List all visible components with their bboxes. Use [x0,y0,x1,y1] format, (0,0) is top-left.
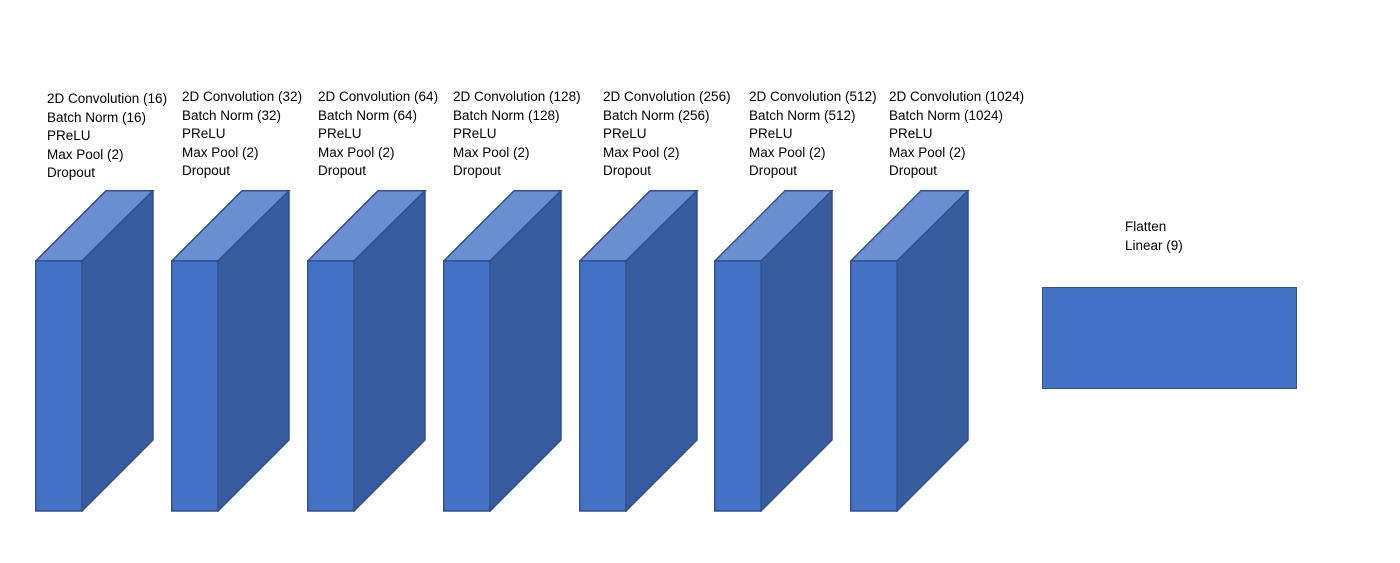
batchnorm-layer-text: Batch Norm (16) [47,109,147,125]
cuboid-shape [171,190,291,512]
conv-layer-text: 2D Convolution (128) [453,89,581,104]
conv-block-2-label: 2D Convolution (32) Batch Norm (32) PReL… [182,88,302,181]
batchnorm-layer-text: Batch Norm (32) [182,107,282,123]
conv-block-1-cuboid [35,190,155,512]
batchnorm-layer-text: Batch Norm (128) [453,107,560,123]
cuboid-shape [579,190,699,512]
cuboid-front-face [579,260,627,512]
batchnorm-layer-text: Batch Norm (512) [749,107,856,123]
batchnorm-layer-text: Batch Norm (256) [603,107,710,123]
conv-block-3-cuboid [307,190,427,512]
cuboid-shape [850,190,970,512]
conv-block-5-label: 2D Convolution (256) Batch Norm (256) PR… [603,88,731,181]
conv-block-4-label: 2D Convolution (128) Batch Norm (128) PR… [453,88,581,181]
conv-layer-text: 2D Convolution (16) [47,91,168,106]
cuboid-shape [443,190,563,512]
activation-layer-text: PReLU [182,126,226,141]
dropout-layer-text: Dropout [47,165,96,180]
dropout-layer-text: Dropout [889,163,938,178]
conv-block-6-cuboid [714,190,834,512]
activation-layer-text: PReLU [749,126,793,141]
activation-layer-text: PReLU [889,126,933,141]
dropout-layer-text: Dropout [603,163,652,178]
cuboid-front-face [443,260,491,512]
cuboid-front-face [171,260,219,512]
cuboid-front-face [307,260,355,512]
cuboid-shape [35,190,155,512]
conv-block-7-cuboid [850,190,970,512]
conv-layer-text: 2D Convolution (256) [603,89,731,104]
activation-layer-text: PReLU [453,126,497,141]
batchnorm-layer-text: Batch Norm (1024) [889,107,1004,123]
conv-block-7-label: 2D Convolution (1024) Batch Norm (1024) … [889,88,1024,181]
conv-block-4-cuboid [443,190,563,512]
linear-layer-text: Linear (9) [1125,237,1183,253]
pool-layer-text: Max Pool (2) [749,144,826,160]
conv-block-5-cuboid [579,190,699,512]
conv-layer-text: 2D Convolution (512) [749,89,877,104]
cuboid-front-face [714,260,762,512]
activation-layer-text: PReLU [47,128,91,143]
pool-layer-text: Max Pool (2) [182,144,259,160]
conv-block-3-label: 2D Convolution (64) Batch Norm (64) PReL… [318,88,438,181]
cuboid-front-face [35,260,83,512]
activation-layer-text: PReLU [318,126,362,141]
cuboid-shape [307,190,427,512]
cuboid-shape [714,190,834,512]
pool-layer-text: Max Pool (2) [47,146,124,162]
dropout-layer-text: Dropout [182,163,231,178]
conv-block-6-label: 2D Convolution (512) Batch Norm (512) PR… [749,88,877,181]
dropout-layer-text: Dropout [318,163,367,178]
pool-layer-text: Max Pool (2) [603,144,680,160]
dropout-layer-text: Dropout [453,163,502,178]
dense-layer-rectangle [1042,287,1297,389]
head-block-label: Flatten Linear (9) [1125,218,1183,255]
conv-layer-text: 2D Convolution (1024) [889,89,1025,104]
conv-layer-text: 2D Convolution (64) [318,89,439,104]
conv-block-1-label: 2D Convolution (16) Batch Norm (16) PReL… [47,90,167,183]
flatten-layer-text: Flatten [1125,219,1167,234]
pool-layer-text: Max Pool (2) [889,144,966,160]
batchnorm-layer-text: Batch Norm (64) [318,107,418,123]
pool-layer-text: Max Pool (2) [453,144,530,160]
conv-layer-text: 2D Convolution (32) [182,89,303,104]
conv-block-2-cuboid [171,190,291,512]
cuboid-front-face [850,260,898,512]
dropout-layer-text: Dropout [749,163,798,178]
pool-layer-text: Max Pool (2) [318,144,395,160]
activation-layer-text: PReLU [603,126,647,141]
